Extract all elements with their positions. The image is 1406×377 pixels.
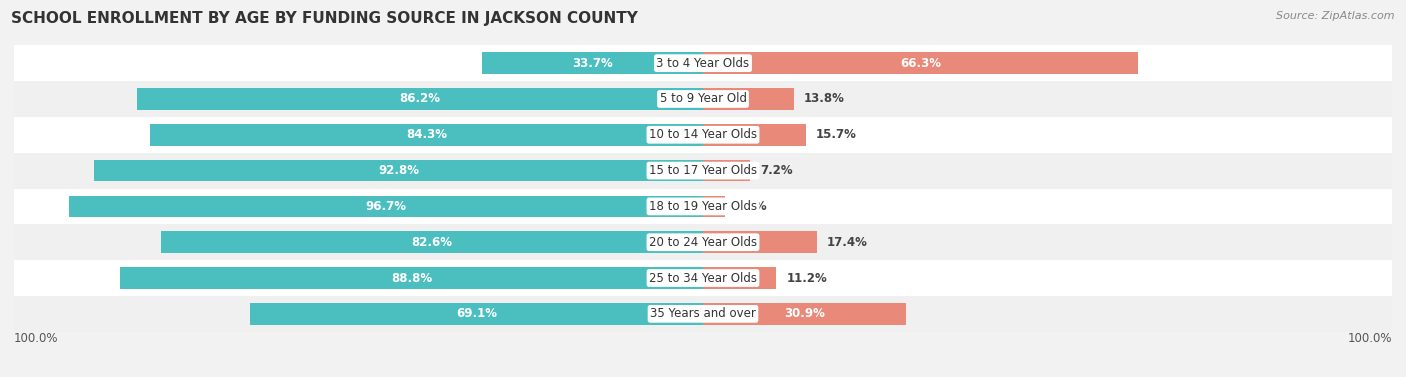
Bar (14, 45, 1392, 81)
Bar (703, 231, 817, 253)
Bar (703, 88, 793, 110)
Text: 88.8%: 88.8% (391, 271, 432, 285)
Bar (703, 303, 905, 325)
Text: 11.2%: 11.2% (786, 271, 827, 285)
Bar (14, 117, 1392, 153)
Bar (14, 153, 1392, 188)
Bar (69, 196, 703, 217)
Bar (138, 88, 703, 110)
Text: 25 to 34 Year Olds: 25 to 34 Year Olds (650, 271, 756, 285)
Text: SCHOOL ENROLLMENT BY AGE BY FUNDING SOURCE IN JACKSON COUNTY: SCHOOL ENROLLMENT BY AGE BY FUNDING SOUR… (11, 11, 638, 26)
Text: 7.2%: 7.2% (761, 164, 793, 177)
Text: 35 Years and over: 35 Years and over (650, 307, 756, 320)
Text: 15.7%: 15.7% (815, 128, 856, 141)
Text: 69.1%: 69.1% (456, 307, 496, 320)
Text: 3.3%: 3.3% (734, 200, 768, 213)
Text: 96.7%: 96.7% (366, 200, 406, 213)
Text: 33.7%: 33.7% (572, 57, 613, 70)
Bar (14, 188, 1392, 224)
Bar (162, 231, 703, 253)
Bar (14, 260, 1392, 296)
Bar (14, 296, 1392, 332)
Text: 100.0%: 100.0% (14, 332, 59, 345)
Text: 3 to 4 Year Olds: 3 to 4 Year Olds (657, 57, 749, 70)
Text: 15 to 17 Year Olds: 15 to 17 Year Olds (650, 164, 756, 177)
Text: 20 to 24 Year Olds: 20 to 24 Year Olds (650, 236, 756, 249)
Bar (94, 160, 703, 181)
Bar (703, 196, 724, 217)
Bar (250, 303, 703, 325)
Text: 92.8%: 92.8% (378, 164, 419, 177)
Bar (703, 52, 1137, 74)
Text: 5 to 9 Year Old: 5 to 9 Year Old (659, 92, 747, 106)
Text: 13.8%: 13.8% (803, 92, 844, 106)
Text: 84.3%: 84.3% (406, 128, 447, 141)
Text: 100.0%: 100.0% (1347, 332, 1392, 345)
Bar (14, 81, 1392, 117)
Bar (482, 52, 703, 74)
Bar (14, 224, 1392, 260)
Text: 10 to 14 Year Olds: 10 to 14 Year Olds (650, 128, 756, 141)
Text: 18 to 19 Year Olds: 18 to 19 Year Olds (650, 200, 756, 213)
Bar (703, 267, 776, 289)
Bar (150, 124, 703, 146)
Text: 30.9%: 30.9% (785, 307, 825, 320)
Text: 82.6%: 82.6% (412, 236, 453, 249)
Text: 17.4%: 17.4% (827, 236, 868, 249)
Text: Source: ZipAtlas.com: Source: ZipAtlas.com (1277, 11, 1395, 21)
Text: 66.3%: 66.3% (900, 57, 941, 70)
Bar (703, 160, 751, 181)
Bar (121, 267, 703, 289)
Bar (703, 124, 806, 146)
Text: 86.2%: 86.2% (399, 92, 440, 106)
